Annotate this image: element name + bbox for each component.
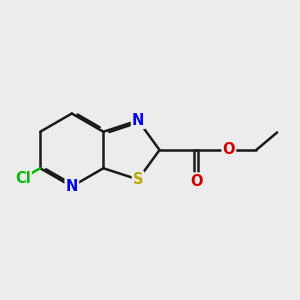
Text: N: N	[132, 113, 144, 128]
Text: O: O	[223, 142, 235, 158]
Text: Cl: Cl	[15, 171, 31, 186]
Text: N: N	[66, 179, 78, 194]
Text: S: S	[133, 172, 143, 187]
Text: O: O	[190, 173, 202, 188]
